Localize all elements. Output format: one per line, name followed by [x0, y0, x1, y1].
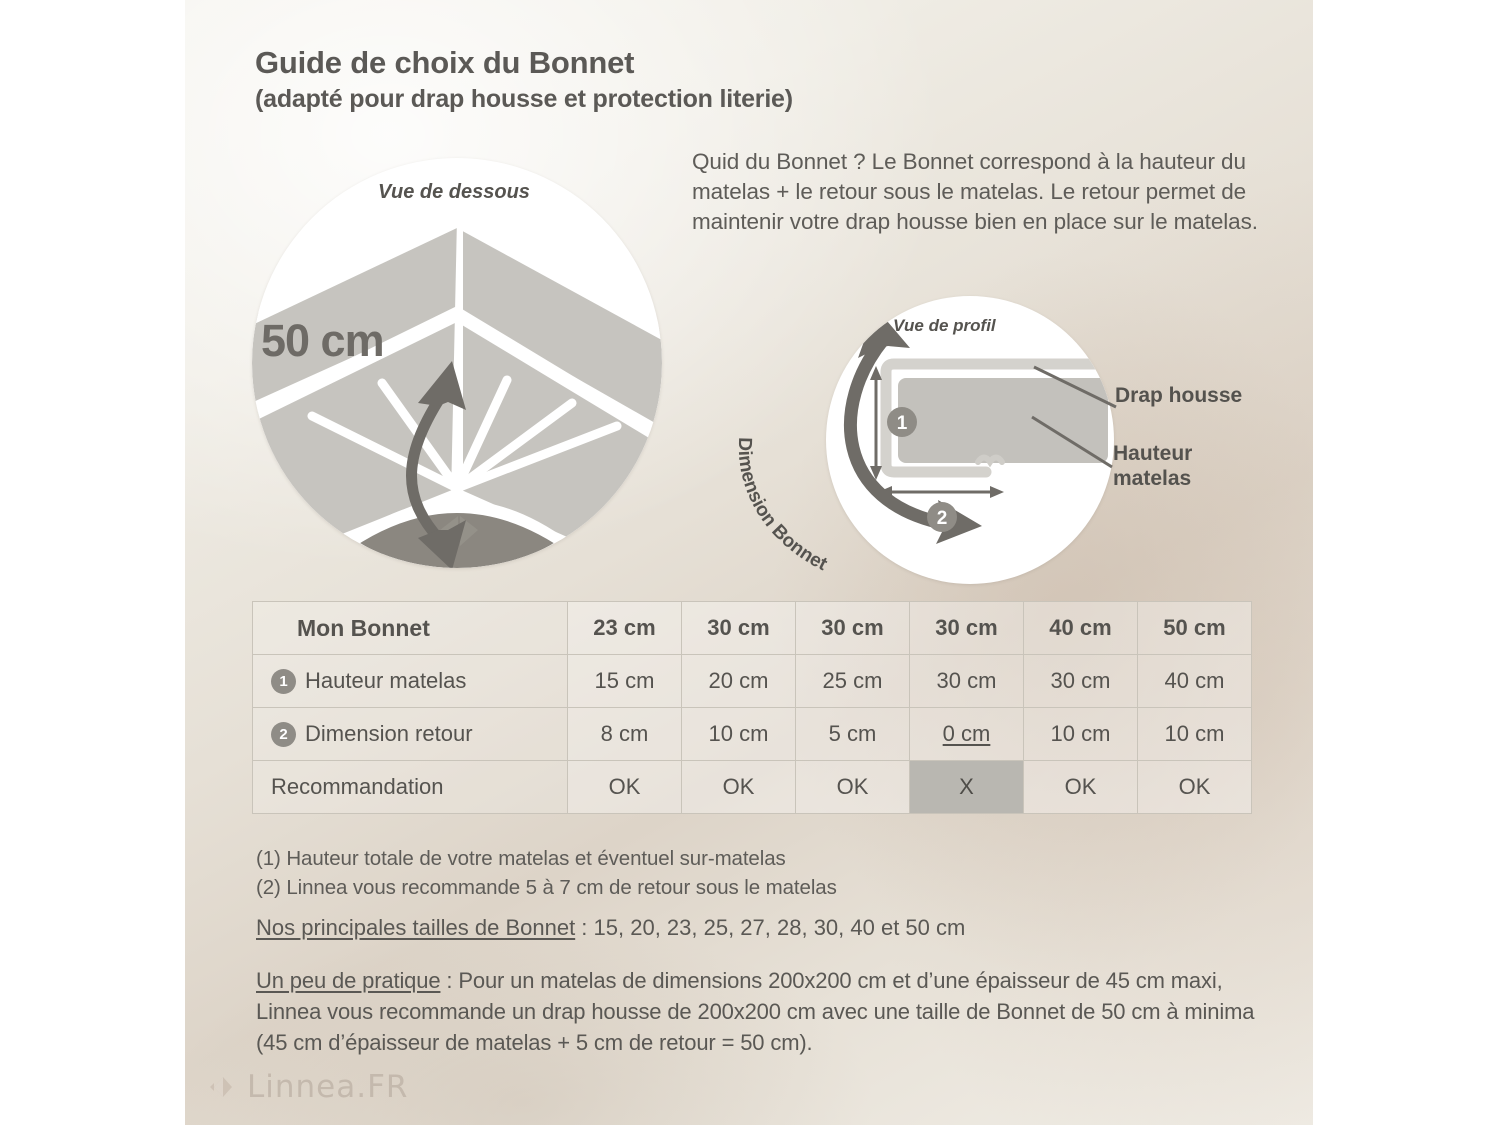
row-badge-icon: 1 — [271, 668, 296, 694]
table-cell: 30 cm — [909, 654, 1024, 708]
row-label-text: Hauteur matelas — [305, 668, 467, 693]
label-50-cm: 50 cm — [261, 315, 385, 366]
callout-hauteur-matelas: Hauteur matelas — [1113, 442, 1192, 492]
cell-value-underlined: 0 cm — [942, 721, 991, 746]
callout-drap-housse: Drap housse — [1115, 384, 1243, 407]
row-label-text: Dimension retour — [305, 721, 473, 746]
badge-2-circle — [927, 502, 957, 532]
table-cell: 25 cm — [795, 654, 910, 708]
callout-hauteur-line1: Hauteur — [1113, 442, 1193, 465]
table-cell: OK — [795, 760, 910, 814]
sizes-value: : 15, 20, 23, 25, 27, 28, 30, 40 et 50 c… — [575, 915, 966, 940]
table-row: 2 Dimension retour 8 cm 10 cm 5 cm 0 cm 10 cm 1… — [252, 707, 1252, 761]
label-vue-de-dessous: Vue de dessous — [378, 181, 530, 203]
diagram-profile-view: 1 2 — [826, 296, 1114, 584]
table-cell: 5 cm — [795, 707, 910, 761]
callout-hauteur-line2: matelas — [1113, 466, 1192, 490]
label-vue-de-profil: Vue de profil — [893, 316, 996, 335]
footnote-1: (1) Hauteur totale de votre matelas et é… — [256, 847, 786, 870]
table-cell: 8 cm — [567, 707, 682, 761]
row-label-text: Recommandation — [271, 774, 444, 799]
table-cell: 40 cm — [1023, 601, 1138, 655]
diagram-bottom-view — [252, 158, 662, 568]
table-cell: OK — [1137, 760, 1252, 814]
bonnet-table: Mon Bonnet 23 cm 30 cm 30 cm 30 cm 40 cm 50 cm… — [252, 601, 1252, 814]
svg-text:Dimension Bonnet: Dimension Bonnet — [734, 437, 831, 575]
table-cell: 0 cm — [909, 707, 1024, 761]
callout-leader-lines — [1031, 365, 1117, 469]
svg-text:2: 2 — [937, 508, 948, 529]
bottom-view-illustration — [252, 210, 662, 568]
practice-label: Un peu de pratique — [256, 968, 441, 993]
logo[interactable]: Linnea.FR — [210, 1069, 408, 1105]
footnote-2: (2) Linnea vous recommande 5 à 7 cm de r… — [256, 875, 837, 899]
table-cell: 10 cm — [1023, 707, 1138, 761]
profile-view-illustration: 1 2 — [843, 308, 1108, 544]
table-cell: OK — [567, 760, 682, 814]
table-row-label: Mon Bonnet — [252, 601, 568, 655]
table-cell: 30 cm — [909, 601, 1024, 655]
table-cell: OK — [681, 760, 796, 814]
table-row: Recommandation OK OK OK X OK OK — [252, 760, 1252, 814]
logo-text: Linnea.FR — [247, 1069, 409, 1105]
svg-text:1: 1 — [897, 413, 908, 434]
row-label-text: Mon Bonnet — [297, 614, 430, 641]
table-cell: 10 cm — [681, 707, 796, 761]
sizes-label: Nos principales tailles de Bonnet — [256, 915, 576, 940]
sizes-line: Nos principales tailles de Bonnet : 15, … — [256, 915, 1256, 941]
table-cell: 40 cm — [1137, 654, 1252, 708]
row-badge-icon: 2 — [271, 721, 296, 747]
practice-text: : Pour un matelas de dimensions 200x200 … — [256, 968, 1255, 1055]
table-cell: 50 cm — [1137, 601, 1252, 655]
practice-paragraph: Un peu de pratique : Pour un matelas de … — [256, 966, 1266, 1058]
table-cell: 30 cm — [1023, 654, 1138, 708]
table-cell: 10 cm — [1137, 707, 1252, 761]
table-row: Mon Bonnet 23 cm 30 cm 30 cm 30 cm 40 cm 50 cm — [252, 601, 1252, 655]
table-cell: 20 cm — [681, 654, 796, 708]
badge-1-circle — [887, 407, 917, 437]
table-cell: 23 cm — [567, 601, 682, 655]
linnea-diamond-icon — [210, 1077, 232, 1097]
label-dimension-bonnet: Dimension Bonnet — [722, 420, 922, 580]
table-row: 1 Hauteur matelas 15 cm 20 cm 25 cm 30 cm 30 c… — [252, 654, 1252, 708]
table-cell: 30 cm — [795, 601, 910, 655]
page-title: Guide de choix du Bonnet (adapté pour dr… — [255, 45, 1055, 114]
table-cell: OK — [1023, 760, 1138, 814]
table-cell: X — [909, 760, 1024, 814]
title-subtitle: (adapté pour drap housse et protection l… — [255, 84, 793, 113]
table-cell: 30 cm — [681, 601, 796, 655]
table-row-label: 1 Hauteur matelas — [252, 654, 568, 708]
table-row-label: Recommandation — [252, 760, 568, 814]
title-main: Guide de choix du Bonnet — [255, 45, 635, 80]
intro-paragraph: Quid du Bonnet ? Le Bonnet correspond à … — [692, 149, 1258, 234]
footnotes: (1) Hauteur totale de votre matelas et é… — [256, 845, 1156, 902]
table-row-label: 2 Dimension retour — [252, 707, 568, 761]
table-cell: 15 cm — [567, 654, 682, 708]
